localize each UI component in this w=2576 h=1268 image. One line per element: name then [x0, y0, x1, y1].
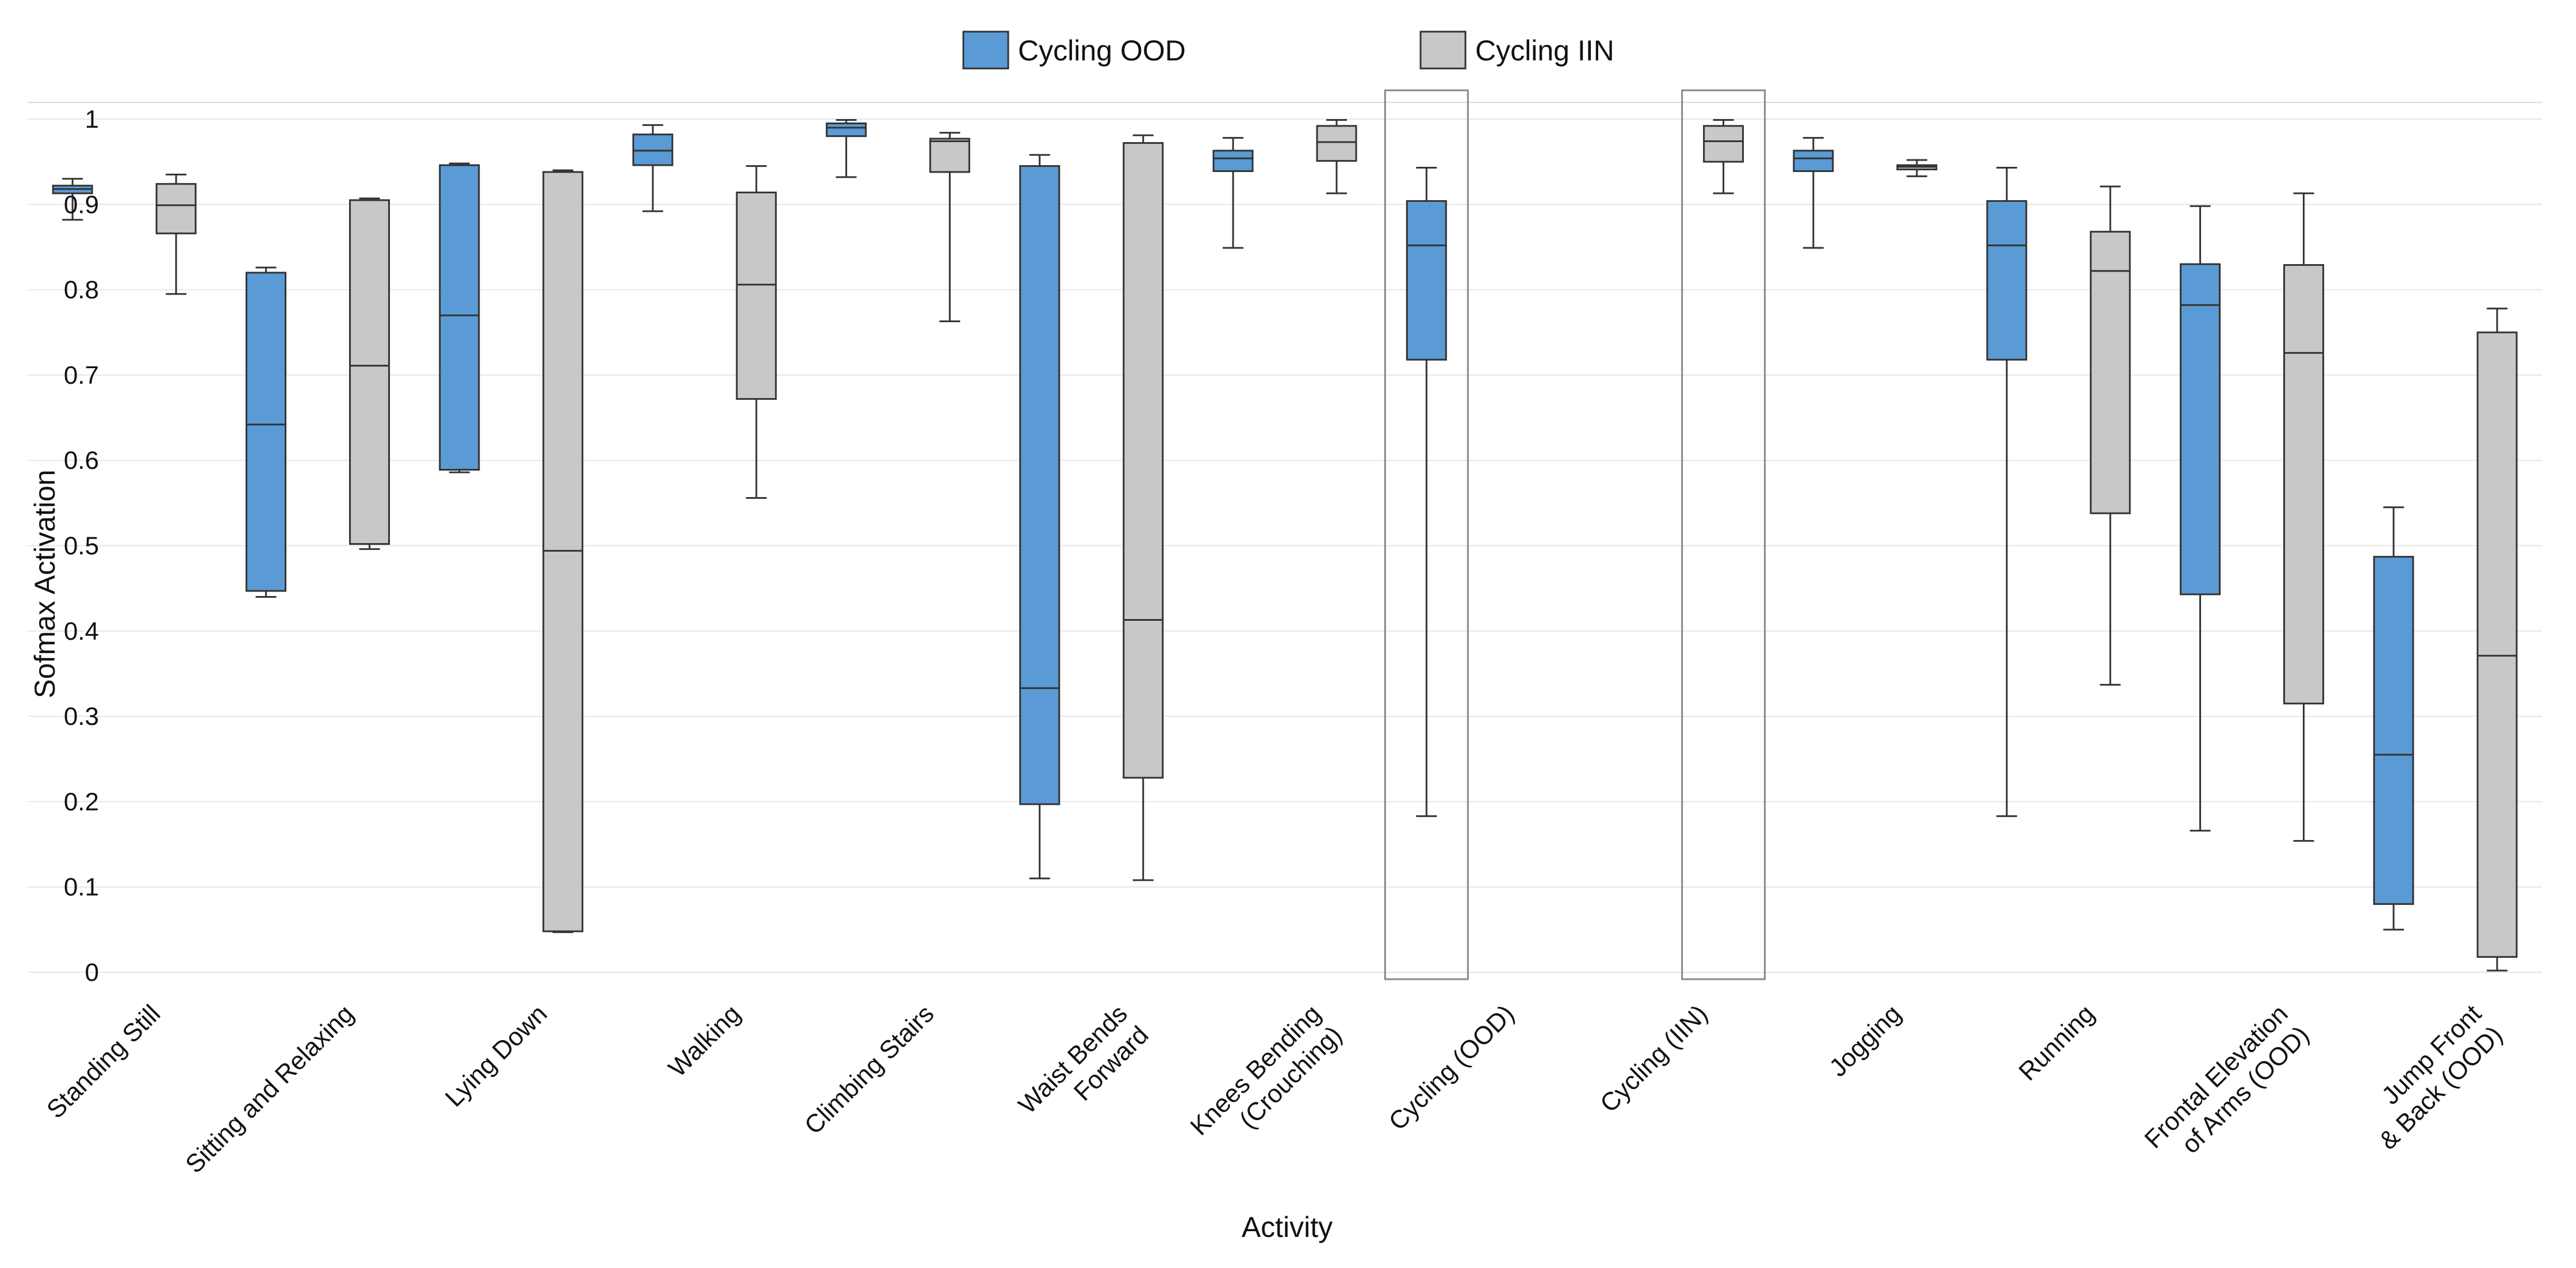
x-category-label: Jump Front& Back (OOD): [2352, 999, 2508, 1155]
y-tick-label: 0.5: [64, 532, 99, 560]
box-cycling-iin: [2089, 231, 2131, 514]
box-cycling-ood: [1212, 150, 1254, 172]
legend-label-cycling-ood: Cycling OOD: [1018, 35, 1186, 67]
x-category-label-line: Sitting and Relaxing: [180, 999, 359, 1178]
x-category-label: Lying Down: [440, 999, 553, 1112]
box-cycling-ood: [825, 122, 867, 138]
box-cycling-ood: [1793, 150, 1834, 172]
x-category-label-line: Cycling (OOD): [1383, 999, 1519, 1136]
box-cycling-iin: [736, 192, 777, 400]
legend-swatch-cycling-ood: [962, 30, 1009, 70]
box-series: [52, 119, 2518, 972]
box-cycling-ood: [1406, 200, 1447, 361]
legend-swatch-cycling-iin: [1419, 30, 1467, 70]
highlight-frame: [1384, 89, 1469, 980]
x-category-label: Cycling (IIN): [1595, 999, 1713, 1118]
y-tick-label: 0.9: [64, 190, 99, 219]
y-tick-label: 0.2: [64, 788, 99, 816]
x-category-label: Standing Still: [41, 999, 166, 1124]
x-category-label: Frontal Elevationof Arms (OOD): [2139, 999, 2314, 1175]
x-category-label-line: Cycling (IIN): [1595, 999, 1713, 1118]
x-category-label: Waist BendsForward: [1013, 999, 1154, 1140]
box-cycling-ood: [2373, 556, 2414, 905]
box-cycling-ood: [2180, 263, 2221, 595]
x-category-label: Walking: [663, 999, 746, 1082]
x-axis: Standing Still Sitting and Relaxing Lying …: [41, 999, 2508, 1178]
box-cycling-iin: [1316, 125, 1357, 162]
box-cycling-iin: [155, 183, 197, 235]
gridlines: [28, 102, 2542, 973]
y-axis-title: Sofmax Activation: [29, 469, 61, 698]
y-axis: 0 0.1 0.2 0.3 0.4 0.5 0.6 0.7 0.8 0.9 1: [64, 105, 99, 987]
x-category-label: Climbing Stairs: [799, 999, 940, 1140]
y-tick-label: 1: [85, 105, 99, 133]
box-cycling-iin: [2477, 331, 2518, 958]
x-category-label-line: Climbing Stairs: [799, 999, 940, 1140]
y-tick-label: 0.8: [64, 276, 99, 304]
x-category-label: Running: [2014, 999, 2100, 1086]
x-axis-title: Activity: [1242, 1211, 1333, 1243]
x-category-label-line: Walking: [663, 999, 746, 1082]
highlight-frames: [1384, 89, 1766, 980]
box-cycling-ood: [1986, 200, 2027, 361]
x-category-label: Knees Bending(Crouching): [1185, 999, 1347, 1162]
box-cycling-ood: [1019, 165, 1061, 805]
y-tick-label: 0.3: [64, 702, 99, 731]
box-cycling-iin: [1123, 142, 1164, 779]
y-tick-label: 0.1: [64, 873, 99, 902]
legend-label-cycling-iin: Cycling IIN: [1475, 35, 1614, 67]
box-cycling-ood: [439, 164, 480, 471]
box-cycling-ood: [245, 272, 286, 592]
x-category-label: Sitting and Relaxing: [180, 999, 359, 1178]
legend: Cycling OOD Cycling IIN: [962, 30, 1614, 70]
x-category-label: Cycling (OOD): [1383, 999, 1519, 1136]
y-tick-label: 0.6: [64, 446, 99, 475]
y-tick-label: 0.7: [64, 361, 99, 389]
x-category-label-line: Jogging: [1824, 999, 1907, 1082]
y-tick-label: 0.4: [64, 617, 99, 646]
x-category-label-line: Lying Down: [440, 999, 553, 1112]
x-category-label: Jogging: [1824, 999, 1907, 1082]
x-category-label-line: Running: [2014, 999, 2100, 1086]
box-cycling-iin: [349, 199, 390, 545]
box-cycling-iin: [2283, 264, 2325, 705]
highlight-frame: [1681, 89, 1766, 980]
box-cycling-iin: [1703, 125, 1744, 163]
x-category-label-line: Standing Still: [41, 999, 166, 1124]
box-cycling-iin: [929, 138, 970, 173]
y-tick-label: 0: [85, 958, 99, 987]
